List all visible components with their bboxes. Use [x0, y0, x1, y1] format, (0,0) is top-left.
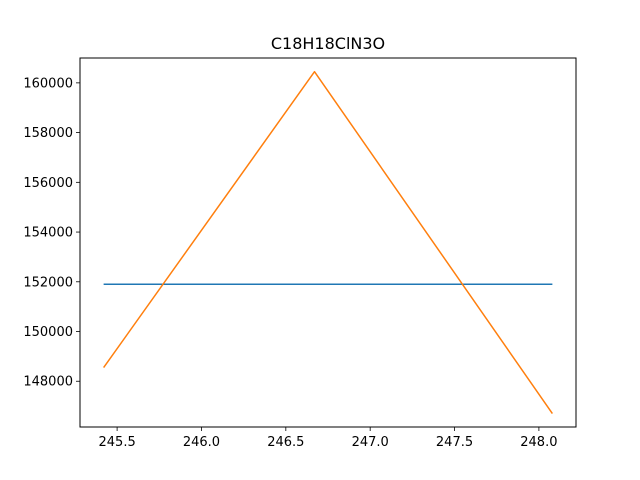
chart-title: C18H18ClN3O [271, 34, 385, 53]
x-axis: 245.5 246.0 246.5 247.0 247.5 248.0 [99, 427, 557, 450]
y-tick-label: 150000 [23, 325, 73, 340]
y-tick-label: 152000 [23, 275, 73, 290]
series-line-2 [103, 70, 553, 414]
x-tick-label: 248.0 [520, 435, 557, 450]
y-tick-label: 160000 [23, 76, 73, 91]
x-tick-label: 246.0 [183, 435, 220, 450]
y-tick-label: 154000 [23, 226, 73, 241]
x-tick-label: 245.5 [99, 435, 136, 450]
y-tick-label: 148000 [23, 375, 73, 390]
y-tick-label: 156000 [23, 176, 73, 191]
x-tick-label: 247.0 [352, 435, 389, 450]
plot-frame [79, 57, 577, 428]
y-tick-label: 158000 [23, 126, 73, 141]
x-tick-label: 246.5 [267, 435, 304, 450]
y-axis: 148000 150000 152000 154000 156000 158000 1600… [23, 76, 80, 390]
series-layer [103, 70, 553, 414]
x-tick-label: 247.5 [436, 435, 473, 450]
